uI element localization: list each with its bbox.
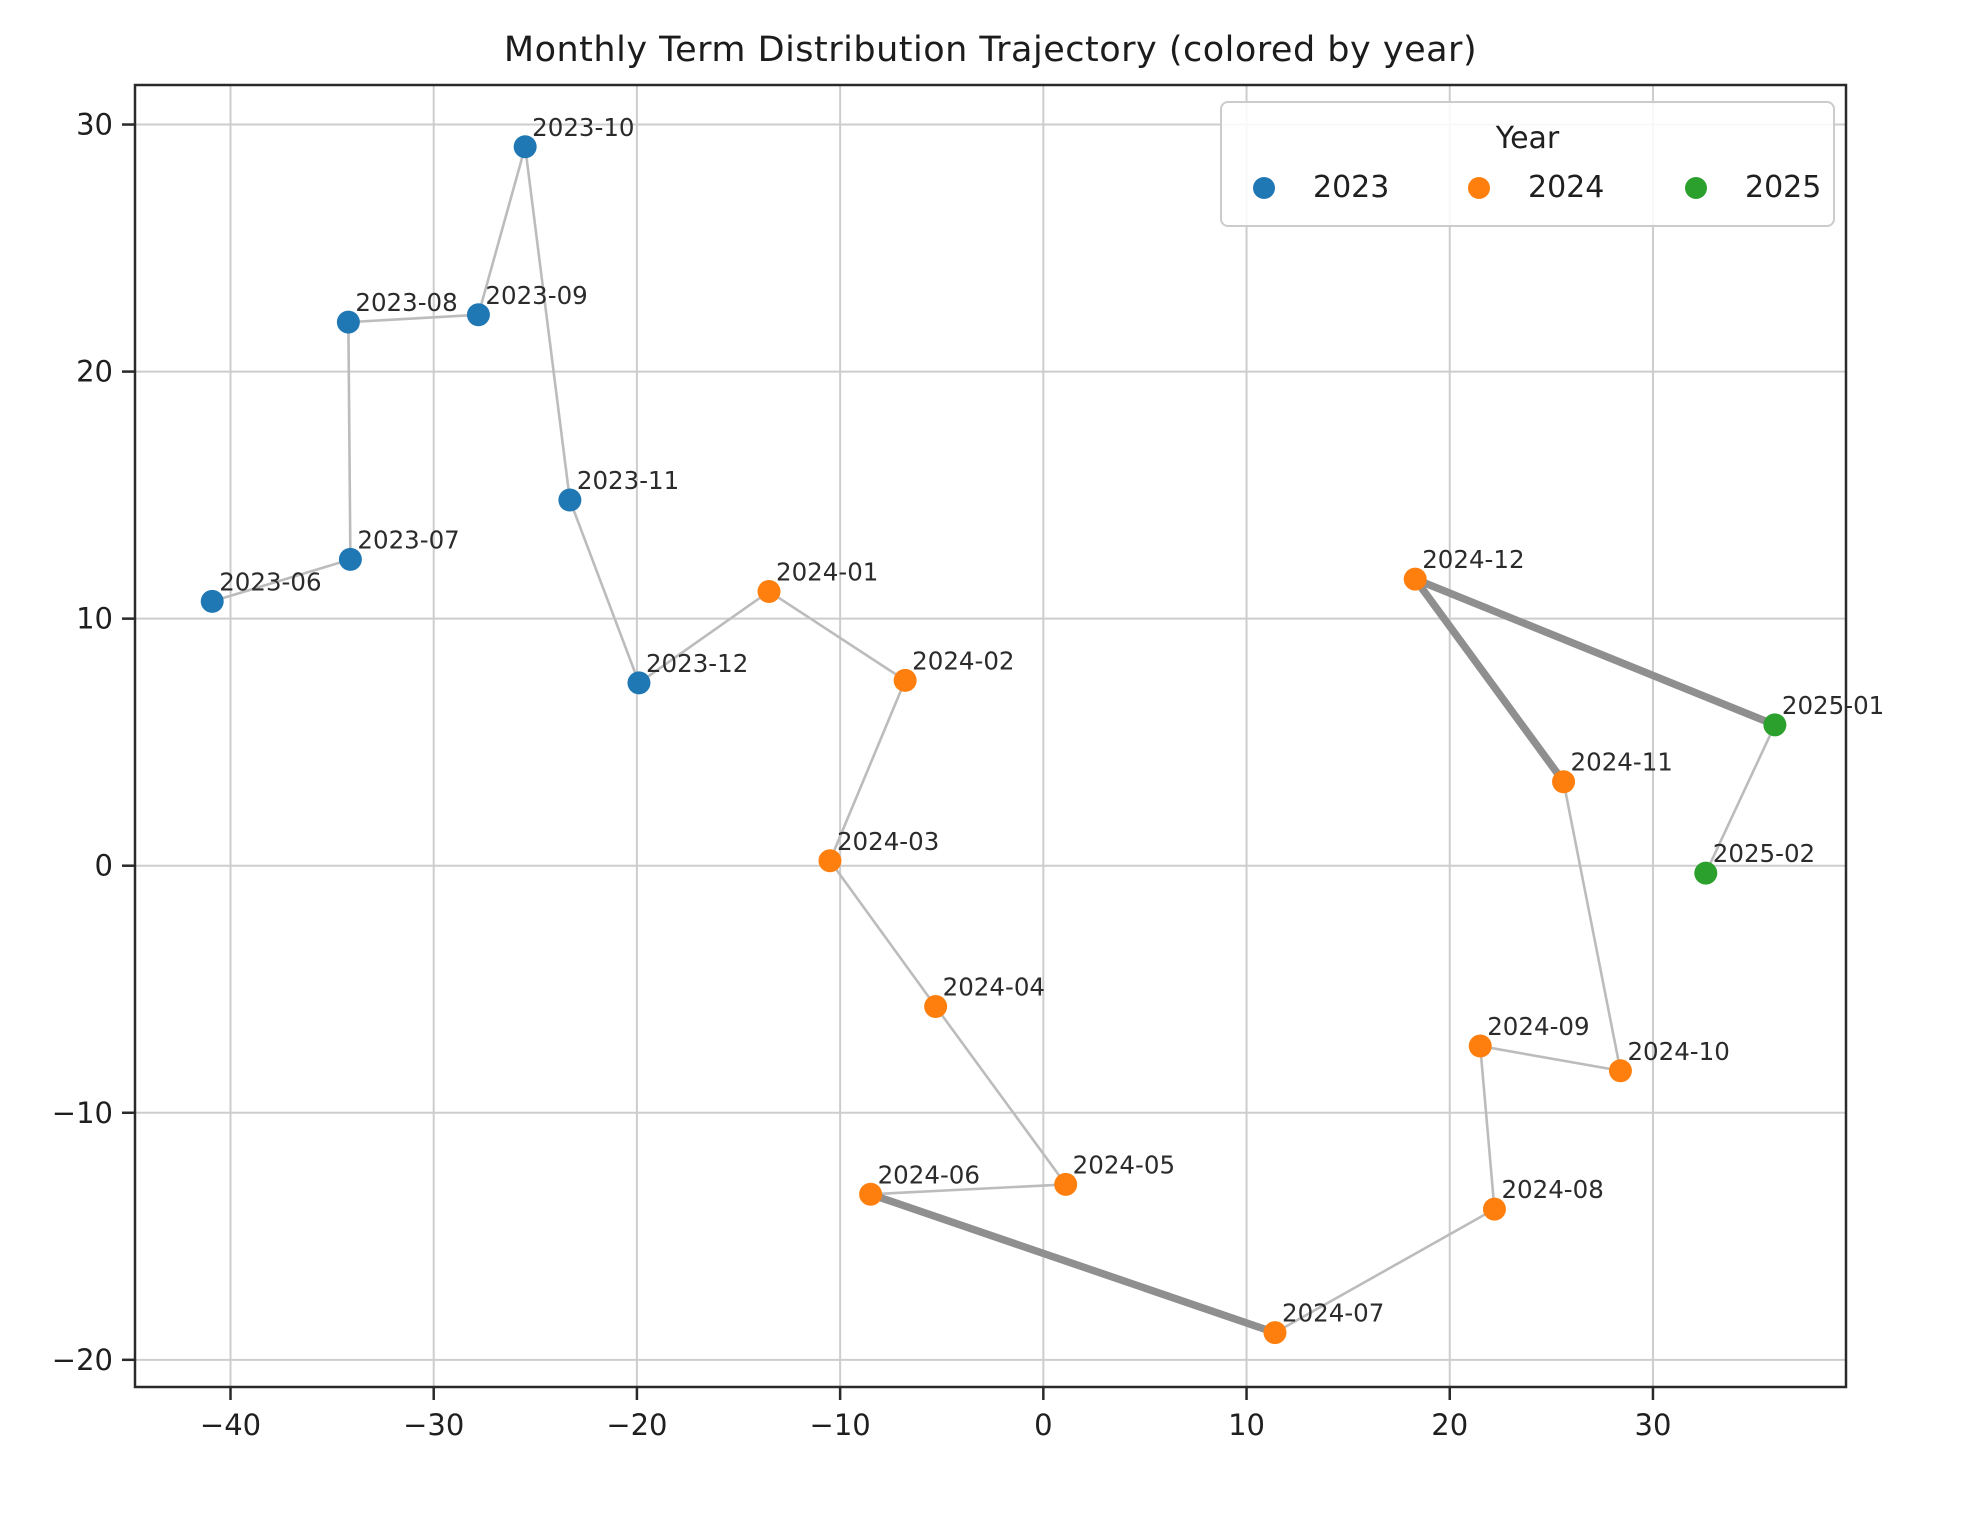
data-point-2023-10 bbox=[513, 135, 537, 159]
trajectory-segment bbox=[1480, 1044, 1621, 1073]
trajectory-segment-thick bbox=[869, 1190, 1277, 1337]
point-label-2023-06: 2023-06 bbox=[219, 567, 321, 596]
legend-entry-2025: 2025 bbox=[1685, 170, 1822, 205]
point-label-2023-08: 2023-08 bbox=[355, 288, 457, 317]
point-label-2024-12: 2024-12 bbox=[1422, 545, 1524, 574]
point-label-2025-01: 2025-01 bbox=[1782, 691, 1884, 720]
data-point-2025-02 bbox=[1694, 861, 1718, 885]
point-label-2023-12: 2023-12 bbox=[646, 649, 748, 678]
trajectory-segment bbox=[934, 1005, 1067, 1186]
trajectory-segment bbox=[348, 313, 479, 324]
x-tick-label: 20 bbox=[1431, 1408, 1468, 1442]
legend-label-2024: 2024 bbox=[1528, 170, 1605, 205]
data-point-2024-07 bbox=[1263, 1321, 1287, 1345]
data-point-2023-06 bbox=[200, 589, 224, 613]
x-tick-label: 0 bbox=[1034, 1408, 1052, 1442]
y-tick-label: 30 bbox=[76, 108, 113, 142]
trajectory-segment bbox=[828, 679, 907, 862]
y-tick-label: 10 bbox=[76, 602, 113, 636]
legend-entry-2024: 2024 bbox=[1468, 170, 1605, 205]
point-label-2023-07: 2023-07 bbox=[357, 525, 459, 554]
trajectory-segment bbox=[638, 590, 770, 684]
legend-swatch-2024-icon bbox=[1468, 177, 1490, 199]
trajectory-segment bbox=[768, 590, 906, 682]
trajectory-segment bbox=[568, 499, 641, 684]
data-point-2024-08 bbox=[1482, 1197, 1506, 1221]
data-point-2023-08 bbox=[336, 310, 360, 334]
data-point-2025-01 bbox=[1763, 713, 1787, 737]
legend: Year 2023 2024 2025 bbox=[1220, 101, 1835, 227]
point-label-2024-05: 2024-05 bbox=[1073, 1150, 1175, 1179]
point-label-2024-04: 2024-04 bbox=[943, 973, 1045, 1002]
point-label-2024-01: 2024-01 bbox=[776, 557, 878, 586]
point-label-2023-10: 2023-10 bbox=[532, 113, 634, 142]
legend-title: Year bbox=[1495, 121, 1560, 156]
point-label-2024-10: 2024-10 bbox=[1627, 1037, 1729, 1066]
point-label-2024-07: 2024-07 bbox=[1282, 1299, 1384, 1328]
trajectory-segment bbox=[1704, 724, 1777, 874]
data-point-2024-03 bbox=[818, 849, 842, 873]
data-point-2024-01 bbox=[757, 579, 781, 603]
trajectory-segment-thick bbox=[1412, 576, 1567, 784]
data-point-2024-02 bbox=[893, 668, 917, 692]
axes-spines bbox=[133, 83, 1848, 1389]
legend-swatch-2025-icon bbox=[1685, 177, 1707, 199]
trajectory-segment bbox=[347, 322, 352, 560]
trajectory-segment bbox=[477, 146, 527, 316]
point-label-2024-02: 2024-02 bbox=[912, 646, 1014, 675]
legend-swatch-2023-icon bbox=[1253, 177, 1275, 199]
point-label-2023-11: 2023-11 bbox=[577, 466, 679, 495]
point-label-2024-03: 2024-03 bbox=[837, 827, 939, 856]
data-point-2024-05 bbox=[1054, 1172, 1078, 1196]
point-label-2024-11: 2024-11 bbox=[1571, 748, 1673, 777]
data-point-2023-11 bbox=[558, 488, 582, 512]
trajectory-segment bbox=[828, 860, 937, 1008]
legend-label-2023: 2023 bbox=[1313, 170, 1390, 205]
data-point-2024-12 bbox=[1403, 567, 1427, 591]
data-point-2024-06 bbox=[859, 1182, 883, 1206]
point-label-2024-06: 2024-06 bbox=[878, 1160, 980, 1189]
trajectory-segment bbox=[523, 146, 572, 501]
x-tick-label: −40 bbox=[200, 1408, 261, 1442]
x-tick-label: −20 bbox=[606, 1408, 667, 1442]
x-tick-label: 10 bbox=[1228, 1408, 1265, 1442]
legend-label-2025: 2025 bbox=[1745, 170, 1822, 205]
point-label-2023-09: 2023-09 bbox=[485, 281, 587, 310]
trajectory-segment bbox=[1274, 1207, 1496, 1334]
data-point-2024-10 bbox=[1608, 1059, 1632, 1083]
trajectory-segment-thick bbox=[1413, 575, 1777, 729]
y-tick-label: 0 bbox=[95, 849, 113, 883]
point-label-2024-09: 2024-09 bbox=[1487, 1012, 1589, 1041]
point-label-2025-02: 2025-02 bbox=[1713, 839, 1815, 868]
data-point-2024-09 bbox=[1468, 1034, 1492, 1058]
y-tick-label: 20 bbox=[76, 355, 113, 389]
data-point-2024-04 bbox=[924, 995, 948, 1019]
trajectory-segment bbox=[1478, 1045, 1496, 1210]
trajectory-segment bbox=[211, 558, 351, 603]
chart-title: Monthly Term Distribution Trajectory (co… bbox=[503, 30, 1478, 70]
trajectory-segment bbox=[870, 1183, 1066, 1196]
data-point-2023-09 bbox=[466, 303, 490, 327]
x-tick-label: −10 bbox=[810, 1408, 871, 1442]
y-tick-label: −10 bbox=[52, 1096, 113, 1130]
x-tick-label: −30 bbox=[403, 1408, 464, 1442]
trajectory-segment bbox=[1562, 781, 1622, 1072]
point-label-2024-08: 2024-08 bbox=[1501, 1175, 1603, 1204]
legend-entry-2023: 2023 bbox=[1253, 170, 1390, 205]
y-tick-label: −20 bbox=[52, 1343, 113, 1377]
data-point-2024-11 bbox=[1552, 770, 1576, 794]
x-tick-label: 30 bbox=[1635, 1408, 1672, 1442]
data-point-2023-07 bbox=[338, 547, 362, 571]
data-point-2023-12 bbox=[627, 671, 651, 695]
